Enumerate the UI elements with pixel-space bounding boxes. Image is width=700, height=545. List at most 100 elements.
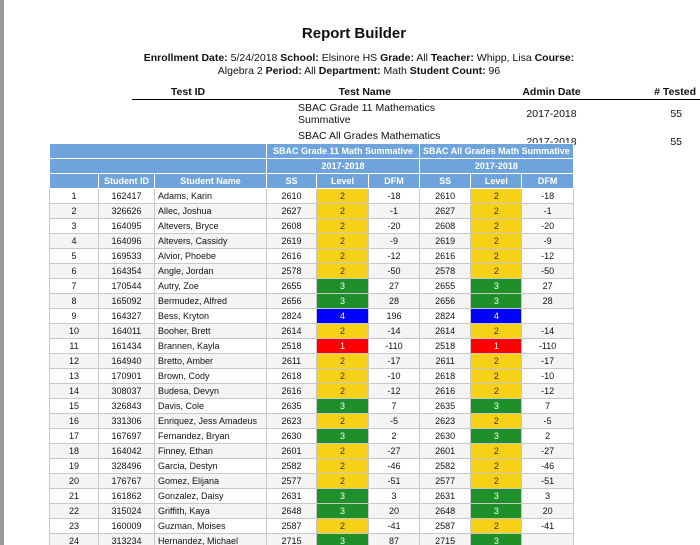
table-cell: 170544 [98, 278, 155, 294]
table-cell [521, 533, 574, 545]
table-cell: Booher, Brett [154, 323, 267, 339]
student-row: 10 164011 Booher, Brett 2614 2 -14 2614 2 -14 [49, 323, 574, 339]
table-cell: 23 [49, 518, 99, 534]
student-row: 8 165092 Bermudez, Alfred 2656 3 28 2656 3 28 [49, 293, 574, 309]
table-cell: Fernandez, Bryan [154, 428, 267, 444]
level-cell: 2 [470, 248, 523, 264]
level-cell: 2 [470, 218, 523, 234]
level-cell: 3 [316, 533, 369, 545]
table-cell: 2614 [418, 323, 472, 339]
student-row: 21 161862 Gonzalez, Daisy 2631 3 3 2631 3 3 [49, 488, 574, 504]
student-row: 20 176767 Gomez, Elijana 2577 2 -51 2577 2 -51 [49, 473, 574, 489]
info-value: Algebra 2 [217, 65, 263, 77]
table-cell: 160009 [98, 518, 155, 534]
table-cell: 2648 [266, 503, 317, 519]
level-cell: 3 [470, 533, 523, 545]
table-cell: -10 [368, 368, 420, 384]
table-cell: 162417 [98, 188, 155, 204]
info-value: All [416, 52, 428, 64]
table-cell: 17 [49, 428, 99, 444]
table-cell: 2635 [266, 398, 317, 414]
table-cell: Gomez, Elijana [154, 473, 267, 489]
table-cell: Bess, Kryton [154, 308, 267, 324]
table-cell: Guzman, Moises [154, 518, 267, 534]
student-row: 14 308037 Budesa, Devyn 2616 2 -12 2616 2 -12 [49, 383, 574, 399]
table-cell: -12 [521, 248, 574, 264]
table-cell: Davis, Cole [154, 398, 267, 414]
column-header: Level [316, 173, 369, 189]
table-cell: Enriquez, Jess Amadeus [154, 413, 267, 429]
table-cell: 2518 [266, 338, 317, 354]
table-cell: 27 [521, 278, 574, 294]
table-cell: -9 [521, 233, 574, 249]
score-table: SBAC Grade 11 Math Summative SBAC All Gra… [49, 143, 574, 545]
table-cell: Budesa, Devyn [154, 383, 267, 399]
student-row: 11 161434 Brannen, Kayla 2518 1 -110 2518 1 -110 [49, 338, 574, 354]
level-cell: 2 [470, 458, 523, 474]
table-cell: 20 [49, 473, 99, 489]
table-cell: -12 [521, 383, 574, 399]
level-cell: 4 [316, 308, 369, 324]
table-cell: -50 [521, 263, 574, 279]
table-cell: 24 [49, 533, 99, 545]
level-cell: 2 [470, 188, 523, 204]
table-cell: 2623 [418, 413, 472, 429]
table-cell: 2616 [418, 248, 472, 264]
table-cell: -41 [521, 518, 574, 534]
table-cell: 165092 [98, 293, 155, 309]
table-cell: -1 [521, 203, 574, 219]
level-cell: 3 [470, 428, 523, 444]
table-cell: 161862 [98, 488, 155, 504]
table-cell: 2623 [266, 413, 317, 429]
table-cell: 164096 [98, 233, 155, 249]
student-row: 22 315024 Griffith, Kaya 2648 3 20 2648 3 20 [49, 503, 574, 519]
table-cell: Griffith, Kaya [154, 503, 267, 519]
level-cell: 2 [316, 323, 369, 339]
level-cell: 2 [316, 188, 369, 204]
table-cell: 164354 [98, 263, 155, 279]
table-cell: -14 [368, 323, 420, 339]
report-info: Enrollment Date: 5/24/2018 School: Elsin… [114, 52, 604, 78]
table-cell: 12 [49, 353, 99, 369]
table-cell: 10 [49, 323, 99, 339]
table-cell: -17 [368, 353, 420, 369]
level-cell: 2 [316, 353, 369, 369]
table-cell: 2656 [418, 293, 472, 309]
info-label: Enrollment Date: [143, 52, 228, 64]
info-label: School: [280, 52, 319, 64]
info-value: Math [383, 65, 407, 77]
table-cell: 170901 [98, 368, 155, 384]
info-label: Teacher: [430, 52, 474, 64]
table-cell: 2631 [418, 488, 472, 504]
table-cell: -110 [521, 338, 574, 354]
table-cell: 7 [368, 398, 420, 414]
level-cell: 3 [470, 278, 523, 294]
table-cell: 2601 [266, 443, 317, 459]
table-cell: 2619 [418, 233, 472, 249]
table-cell: 2715 [266, 533, 317, 545]
table-cell: 87 [368, 533, 420, 545]
table-cell: 3 [49, 218, 99, 234]
info-label: Department: [318, 65, 381, 77]
table-cell: 1 [49, 188, 99, 204]
table-cell: 2610 [266, 188, 317, 204]
test-column-header: Test Name [244, 84, 486, 100]
table-cell: 2 [49, 203, 99, 219]
table-cell: 331306 [98, 413, 155, 429]
table-cell: 2631 [266, 488, 317, 504]
level-cell: 2 [470, 383, 523, 399]
table-cell: Garcia, Destyn [154, 458, 267, 474]
table-cell: Brown, Cody [154, 368, 267, 384]
level-cell: 2 [470, 518, 523, 534]
student-row: 15 326843 Davis, Cole 2635 3 7 2635 3 7 [49, 398, 574, 414]
year-header: 2017-2018 [266, 158, 420, 174]
table-cell: -17 [521, 353, 574, 369]
table-cell: Bermudez, Alfred [154, 293, 267, 309]
table-cell: 2578 [418, 263, 472, 279]
table-cell: 22 [49, 503, 99, 519]
table-cell: -51 [368, 473, 420, 489]
table-cell: 2618 [266, 368, 317, 384]
level-cell: 2 [316, 368, 369, 384]
table-cell: -46 [368, 458, 420, 474]
column-header: Student Name [154, 173, 267, 189]
